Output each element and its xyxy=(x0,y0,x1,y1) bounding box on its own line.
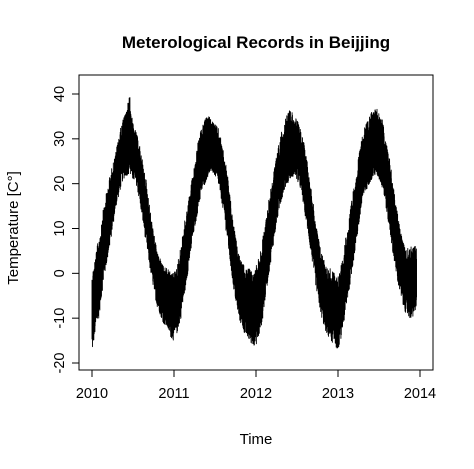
x-axis-label: Time xyxy=(240,431,273,448)
x-tick-label: 2012 xyxy=(240,386,272,402)
x-tick-label: 2011 xyxy=(158,386,189,402)
y-tick-label: 20 xyxy=(52,176,68,192)
y-axis: -20 -10 0 10 20 30 40 xyxy=(52,86,80,374)
temperature-series-line xyxy=(91,97,417,349)
x-axis: 2010 2011 2012 2013 2014 xyxy=(76,369,436,402)
x-tick-label: 2013 xyxy=(322,386,354,402)
y-tick-label: 30 xyxy=(52,131,68,147)
y-tick-label: -10 xyxy=(52,308,68,329)
y-tick-label: 40 xyxy=(52,86,68,102)
series-layer xyxy=(91,97,417,349)
y-tick-label: 0 xyxy=(52,269,68,277)
x-tick-label: 2014 xyxy=(404,386,436,402)
y-axis-label: Temperature [C°] xyxy=(5,171,22,285)
y-tick-label: 10 xyxy=(52,220,68,236)
y-tick-label: -20 xyxy=(52,353,68,374)
chart-title: Meterological Records in Beijjing xyxy=(122,33,390,52)
x-tick-label: 2010 xyxy=(76,386,108,402)
